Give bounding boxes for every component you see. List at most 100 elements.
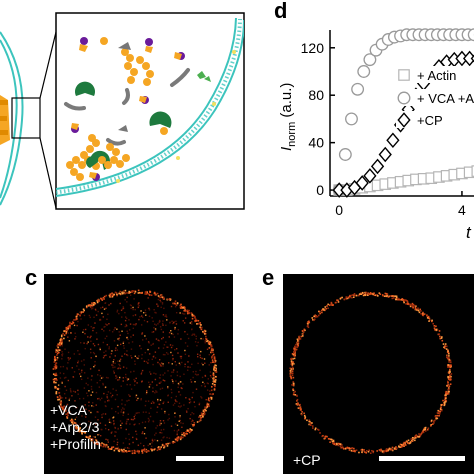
fluorescence-speckle <box>79 311 82 314</box>
fluorescence-speckle <box>196 374 198 376</box>
fluorescence-speckle <box>137 289 140 292</box>
fluorescence-speckle <box>56 354 58 356</box>
fluorescence-speckle <box>94 308 97 311</box>
fluorescence-speckle <box>440 404 443 406</box>
fluorescence-speckle <box>163 307 165 310</box>
fluorescence-speckle <box>93 327 95 329</box>
fluorescence-speckle <box>79 314 81 317</box>
fluorescence-speckle <box>111 446 113 449</box>
fluorescence-speckle <box>189 322 192 324</box>
fluorescence-speckle <box>199 354 201 356</box>
fluorescence-speckle <box>55 349 58 352</box>
fluorescence-speckle <box>213 366 216 369</box>
fluorescence-speckle <box>177 386 179 389</box>
fluorescence-speckle <box>115 375 117 377</box>
label-cp: +CP <box>293 452 321 468</box>
fluorescence-speckle <box>134 423 136 425</box>
fluorescence-speckle <box>99 422 102 424</box>
fluorescence-speckle <box>175 304 178 306</box>
fluorescence-speckle <box>291 370 294 372</box>
fluorescence-speckle <box>163 422 166 424</box>
fluorescence-speckle <box>292 388 294 391</box>
fluorescence-speckle <box>302 330 305 333</box>
fluorescence-speckle <box>296 400 298 402</box>
fluorescence-speckle <box>134 452 136 455</box>
fluorescence-speckle <box>153 372 155 374</box>
fluorescence-speckle <box>125 376 127 379</box>
fluorescence-speckle <box>334 442 337 445</box>
fluorescence-speckle <box>392 297 395 299</box>
fluorescence-speckle <box>213 380 216 383</box>
fluorescence-speckle <box>137 444 140 446</box>
fluorescence-speckle <box>180 405 182 407</box>
y-tick-label: 0 <box>316 182 324 198</box>
fluorescence-speckle <box>107 448 110 450</box>
fluorescence-speckle <box>121 422 123 425</box>
fluorescence-speckle <box>99 319 102 321</box>
data-point-square <box>471 165 474 177</box>
fluorescence-speckle <box>126 330 128 333</box>
fluorescence-speckle <box>201 376 204 379</box>
fluorescence-speckle <box>155 324 157 326</box>
fluorescence-speckle <box>407 439 410 442</box>
fluorescence-speckle <box>401 446 403 448</box>
fluorescence-speckle <box>170 425 173 427</box>
fluorescence-speckle <box>120 411 122 413</box>
fluorescence-speckle <box>191 313 194 316</box>
x-tick-label: 4 <box>458 202 466 218</box>
fluorescence-speckle <box>134 363 136 365</box>
fluorescence-speckle <box>179 406 181 408</box>
fluorescence-speckle <box>90 411 92 414</box>
fluorescence-speckle <box>94 322 96 324</box>
fluorescence-speckle <box>176 424 179 426</box>
fluorescence-speckle <box>413 304 415 307</box>
fluorescence-speckle <box>148 419 150 421</box>
fluorescence-speckle <box>52 378 55 381</box>
fluorescence-speckle <box>200 412 203 414</box>
fluorescence-speckle <box>174 326 176 329</box>
fluorescence-speckle <box>139 442 142 445</box>
fluorescence-speckle <box>182 383 184 385</box>
fluorescence-speckle <box>128 290 130 293</box>
fluorescence-speckle <box>426 428 429 431</box>
fluorescence-speckle <box>135 396 137 398</box>
fluorescence-speckle <box>177 438 179 441</box>
fluorescence-speckle <box>164 315 166 318</box>
fluorescence-speckle <box>144 427 146 429</box>
fluorescence-speckle <box>55 392 58 395</box>
fluorescence-speckle <box>143 311 145 314</box>
fluorescence-speckle <box>133 378 135 381</box>
fluorescence-speckle <box>151 331 153 333</box>
fluorescence-speckle <box>119 360 121 362</box>
fluorescence-speckle <box>122 450 125 453</box>
fluorescence-speckle <box>317 429 320 431</box>
fluorescence-speckle <box>162 365 164 367</box>
fluorescence-speckle <box>138 318 140 321</box>
fluorescence-speckle <box>100 298 103 300</box>
fluorescence-speckle <box>90 385 93 388</box>
fluorescence-speckle <box>108 304 110 306</box>
fluorescence-speckle <box>447 364 450 366</box>
data-point-circle <box>338 148 352 161</box>
fluorescence-speckle <box>211 359 214 361</box>
fluorescence-speckle <box>77 427 80 430</box>
fluorescence-speckle <box>77 349 79 352</box>
fluorescence-speckle <box>179 416 181 419</box>
fluorescence-speckle <box>120 427 122 429</box>
fluorescence-speckle <box>160 300 162 303</box>
fluorescence-speckle <box>308 419 311 422</box>
fluorescence-speckle <box>162 443 164 445</box>
fluorescence-speckle <box>91 375 93 377</box>
fluorescence-speckle <box>294 351 296 354</box>
fluorescence-speckle <box>90 325 92 328</box>
fluorescence-speckle <box>54 363 57 366</box>
fluorescence-speckle <box>98 442 100 445</box>
fluorescence-speckle <box>197 319 200 322</box>
fluorescence-speckle <box>170 351 172 354</box>
y-axis-label: Inorm (a.u.) <box>278 83 298 151</box>
fluorescence-speckle <box>91 438 94 440</box>
fluorescence-speckle <box>122 290 125 292</box>
fluorescence-speckle <box>100 444 102 447</box>
fluorescence-speckle <box>445 345 448 348</box>
fluorescence-speckle <box>450 375 452 378</box>
